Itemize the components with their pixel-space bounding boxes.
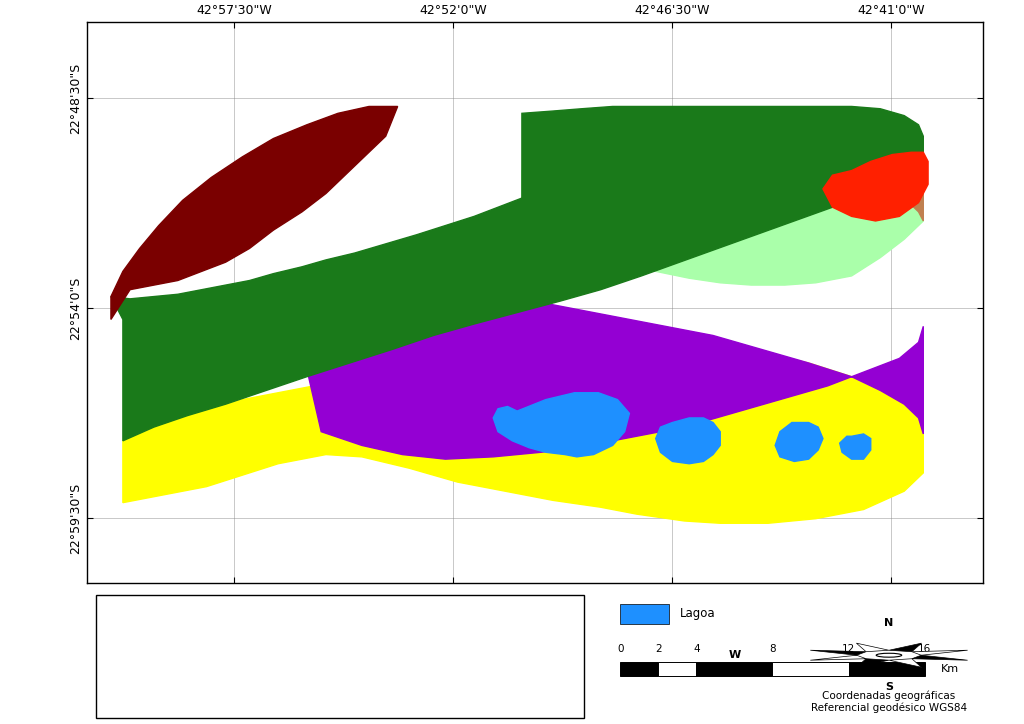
Text: 4: 4 (693, 644, 699, 654)
Text: Unidades Litológicas: Unidades Litológicas (110, 603, 254, 616)
Text: Coordenadas geográficas
Referencial geodésico WGS84: Coordenadas geográficas Referencial geod… (811, 690, 967, 713)
Text: Km: Km (941, 664, 959, 674)
Bar (696, 662, 772, 676)
Circle shape (877, 653, 902, 657)
Text: 16: 16 (919, 644, 932, 654)
Polygon shape (911, 650, 968, 655)
Text: N: N (885, 618, 894, 628)
Polygon shape (856, 659, 889, 668)
Polygon shape (911, 655, 968, 660)
Polygon shape (775, 423, 823, 461)
Text: Complexo Rio Negro: Complexo Rio Negro (170, 662, 290, 675)
Polygon shape (522, 152, 924, 285)
Polygon shape (840, 434, 870, 459)
Text: 2: 2 (655, 644, 662, 654)
Text: Granito Caju: Granito Caju (412, 607, 485, 620)
Text: Lagoa: Lagoa (680, 607, 716, 620)
Text: W: W (729, 650, 741, 660)
Bar (849, 662, 925, 676)
Polygon shape (111, 106, 397, 319)
Text: Suíte Desengano: Suíte Desengano (412, 662, 512, 675)
Text: Granito Cassorotiba: Granito Cassorotiba (412, 635, 528, 648)
Text: 0: 0 (616, 644, 624, 654)
Bar (621, 662, 658, 676)
Bar (110, 689, 159, 709)
Bar (110, 660, 159, 678)
Bar (110, 632, 159, 651)
Bar (351, 605, 400, 623)
Bar (772, 662, 849, 676)
Text: Complexo Búzios: Complexo Búzios (170, 607, 270, 620)
Bar (621, 605, 670, 623)
Text: Depósitos litorâneos: Depósitos litorâneos (170, 693, 291, 706)
Polygon shape (889, 659, 922, 668)
Polygon shape (823, 152, 928, 221)
Polygon shape (111, 106, 924, 441)
Text: 12: 12 (842, 644, 855, 654)
Polygon shape (810, 655, 866, 660)
Bar (351, 660, 400, 678)
Polygon shape (655, 418, 720, 464)
Polygon shape (123, 335, 924, 523)
Polygon shape (522, 148, 924, 258)
Polygon shape (290, 276, 924, 459)
Polygon shape (889, 643, 922, 652)
Text: 8: 8 (769, 644, 776, 654)
Polygon shape (494, 392, 630, 457)
Text: S: S (885, 682, 893, 692)
Bar (658, 662, 696, 676)
Polygon shape (810, 650, 866, 655)
Text: Complexo Paraíba do Sul: Complexo Paraíba do Sul (170, 635, 316, 648)
Bar (110, 605, 159, 623)
Bar (351, 632, 400, 651)
Bar (96, 594, 585, 718)
Polygon shape (856, 643, 889, 652)
